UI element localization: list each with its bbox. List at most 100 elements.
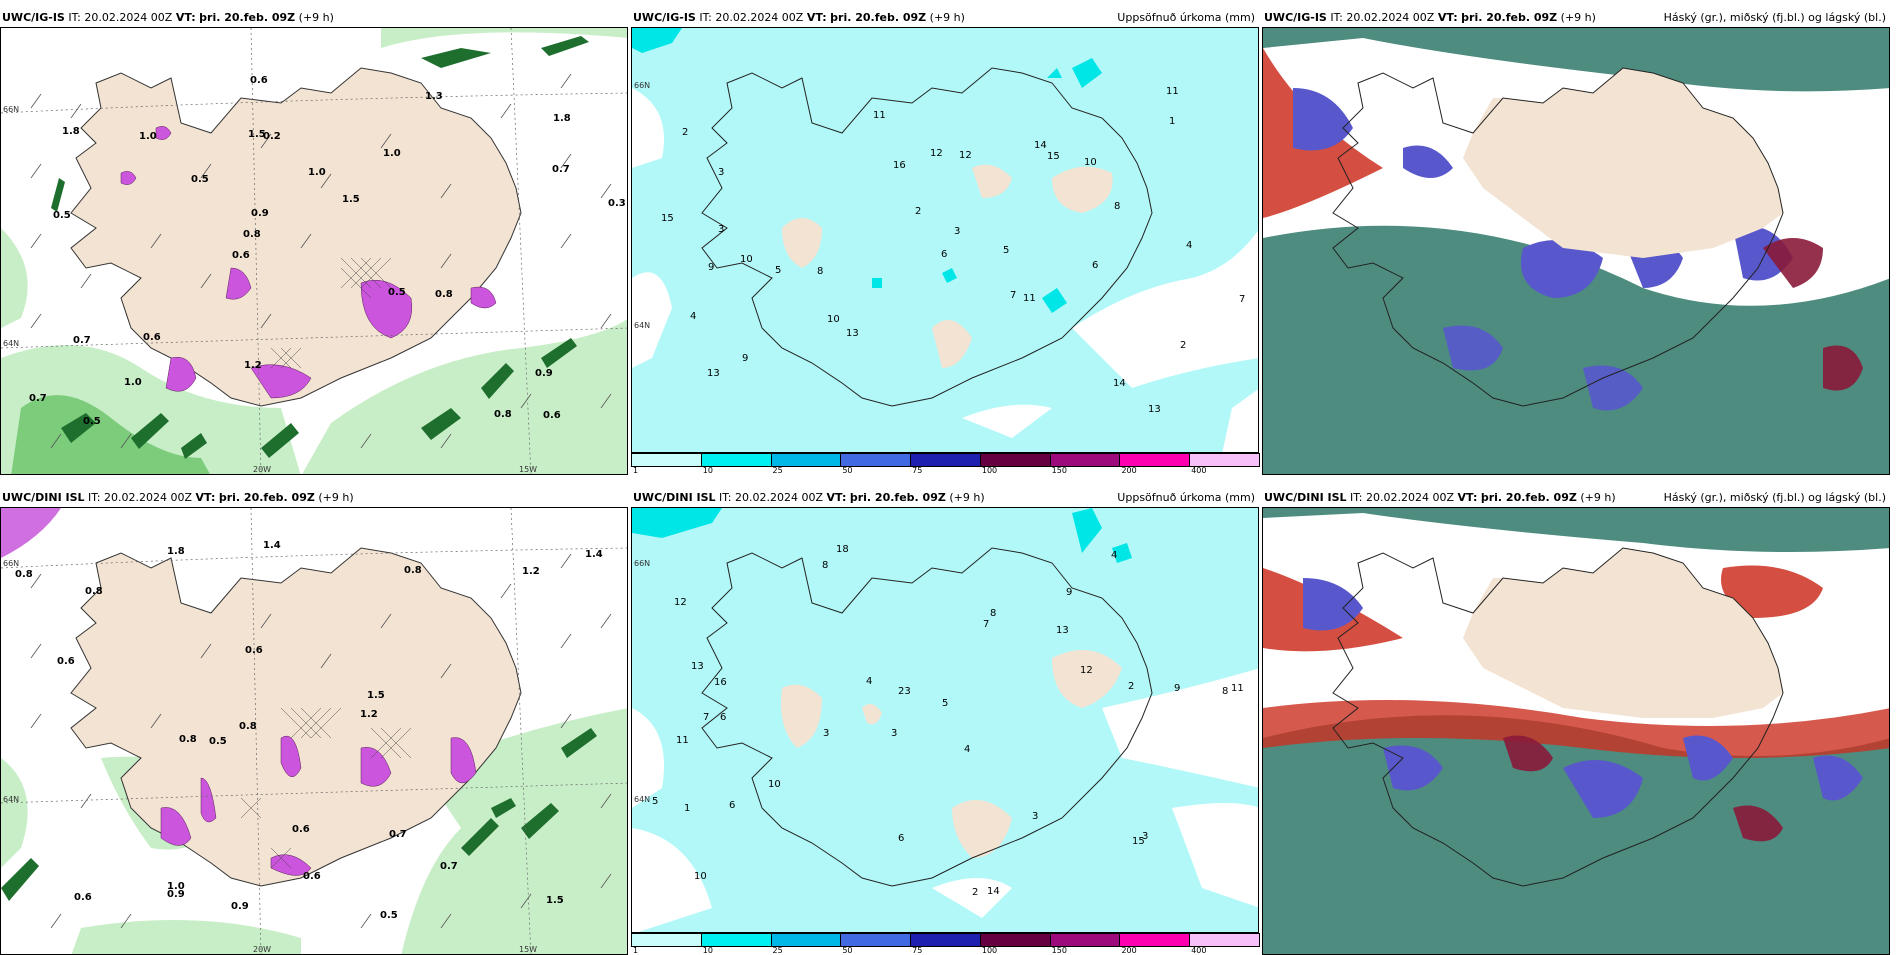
iceland-landmass xyxy=(70,547,522,887)
colorbar-swatch xyxy=(1049,933,1121,947)
iceland-outline xyxy=(1332,547,1784,887)
lat-label-66: 66N xyxy=(3,559,19,568)
precip-18-patch xyxy=(632,508,722,538)
colorbar-swatch xyxy=(840,933,912,947)
value-label: 23 xyxy=(898,686,911,697)
value-label: 14 xyxy=(987,886,1000,897)
value-label: 18 xyxy=(836,544,849,555)
cloud-panel-igis: UWC/IG-IS IT: 20.02.2024 00Z VT: þri. 20… xyxy=(1262,9,1890,475)
value-label: 1.4 xyxy=(263,540,281,551)
panel-title: Uppsöfnuð úrkoma (mm) xyxy=(1117,11,1255,24)
colorbar-tick: 50 xyxy=(842,946,853,955)
value-label: 12 xyxy=(674,597,687,608)
value-label: 0.8 xyxy=(243,229,261,240)
colorbar-tick: 1 xyxy=(633,466,639,475)
value-label: 13 xyxy=(1148,404,1161,415)
colorbar-tick: 100 xyxy=(981,466,998,475)
value-label: 1.5 xyxy=(546,895,564,906)
colorbar-swatch xyxy=(910,453,981,467)
map-clouds xyxy=(1262,27,1890,475)
iceland-outline xyxy=(701,67,1153,407)
value-label: 4 xyxy=(1186,240,1192,251)
value-label: 2 xyxy=(682,127,688,138)
lead-time: (+9 h) xyxy=(298,11,334,24)
value-label: 0.6 xyxy=(232,250,250,261)
value-label: 6 xyxy=(941,249,947,260)
value-label: 4 xyxy=(690,311,696,322)
value-label: 7 xyxy=(1010,290,1016,301)
wind-map-svg: 66N 64N 20W 15W 0.90.51.00.71.80.80.81.5… xyxy=(1,508,627,954)
value-label: 0.6 xyxy=(292,824,310,835)
value-label: 0.5 xyxy=(83,416,101,427)
value-label: 0.5 xyxy=(380,910,398,921)
colorbar-tick: 25 xyxy=(772,946,783,955)
value-label: 12 xyxy=(959,150,972,161)
value-label: 13 xyxy=(846,328,859,339)
colorbar-tick: 400 xyxy=(1191,466,1207,475)
value-label: 0.7 xyxy=(552,164,570,175)
value-label: 0.6 xyxy=(303,871,321,882)
colorbar-tick: 10 xyxy=(702,466,713,475)
value-label: 1.0 xyxy=(308,167,326,178)
value-label: 0.7 xyxy=(389,829,407,840)
value-label: 10 xyxy=(1084,157,1097,168)
colorbar-swatch xyxy=(700,453,772,467)
value-label: 2 xyxy=(972,887,978,898)
cloud-map-svg xyxy=(1263,28,1889,474)
value-label: 3 xyxy=(718,224,724,235)
value-label: 2 xyxy=(915,206,921,217)
lat-label-64: 64N xyxy=(3,795,19,804)
value-label: 11 xyxy=(1023,293,1036,304)
wind-speed-labels: 0.60.51.80.61.00.51.51.00.70.50.71.00.21… xyxy=(29,75,626,427)
value-label: 4 xyxy=(964,744,970,755)
value-label: 0.8 xyxy=(494,409,512,420)
value-label: 8 xyxy=(822,560,828,571)
panel-header: UWC/DINI ISL IT: 20.02.2024 00Z VT: þri.… xyxy=(2,491,354,504)
value-label: 5 xyxy=(942,698,948,709)
lat-label-66: 66N xyxy=(3,105,19,114)
value-label: 1.8 xyxy=(62,126,80,137)
value-label: 1.0 xyxy=(124,377,142,388)
wind-speed-labels: 0.9 0.5 1.0 0.7 1.8 0.8 0.8 1.5 1.4 0.6 1.2 0.6 0.8 0… xyxy=(15,540,603,921)
value-label: 1.8 xyxy=(553,113,571,124)
value-label: 5 xyxy=(652,796,658,807)
precip-colorbar: 1 10 25 50 75 100 150 200 400 xyxy=(631,933,1260,955)
value-label: 0.9 xyxy=(251,208,269,219)
panel-title: Uppsöfnuð úrkoma (mm) xyxy=(1117,491,1255,504)
value-label: 8 xyxy=(1222,686,1228,697)
lat-label-64: 64N xyxy=(634,321,650,330)
colorbar-swatch xyxy=(979,453,1051,467)
lat-label-64: 64N xyxy=(634,795,650,804)
colorbar-swatch xyxy=(631,453,702,467)
value-label: 15 xyxy=(661,213,674,224)
value-label: 9 xyxy=(1066,587,1072,598)
value-label: 9 xyxy=(742,353,748,364)
colorbar-swatch xyxy=(1189,453,1260,467)
value-label: 1 xyxy=(684,803,690,814)
value-label: 0.8 xyxy=(85,586,103,597)
lon-label-15: 15W xyxy=(519,465,537,474)
value-label: 10 xyxy=(768,779,781,790)
value-label: 0.8 xyxy=(15,569,33,580)
value-label: 1.0 xyxy=(167,881,185,892)
colorbar-swatch xyxy=(979,933,1051,947)
value-label: 0.5 xyxy=(209,736,227,747)
value-label: 8 xyxy=(990,608,996,619)
no-precip-areas xyxy=(632,88,1258,452)
value-label: 6 xyxy=(729,800,735,811)
iceland-outline xyxy=(1332,67,1784,407)
colorbar-tick: 75 xyxy=(912,466,923,475)
panel-header: UWC/IG-IS IT: 20.02.2024 00Z VT: þri. 20… xyxy=(2,11,334,24)
value-label: 0.2 xyxy=(263,131,281,142)
cloud-map-svg xyxy=(1263,508,1889,954)
value-label: 0.9 xyxy=(535,368,553,379)
value-label: 0.6 xyxy=(74,892,92,903)
value-label: 6 xyxy=(1092,260,1098,271)
value-label: 0.9 xyxy=(167,889,185,900)
colorbar-swatch xyxy=(1049,453,1121,467)
colorbar-swatch xyxy=(910,933,981,947)
map-wind: 66N 64N 20W 15W 0.9 0.5 1.0 0.7 1.8 0.8 0.8 1.5… xyxy=(0,507,628,955)
value-label: 2 xyxy=(1180,340,1186,351)
